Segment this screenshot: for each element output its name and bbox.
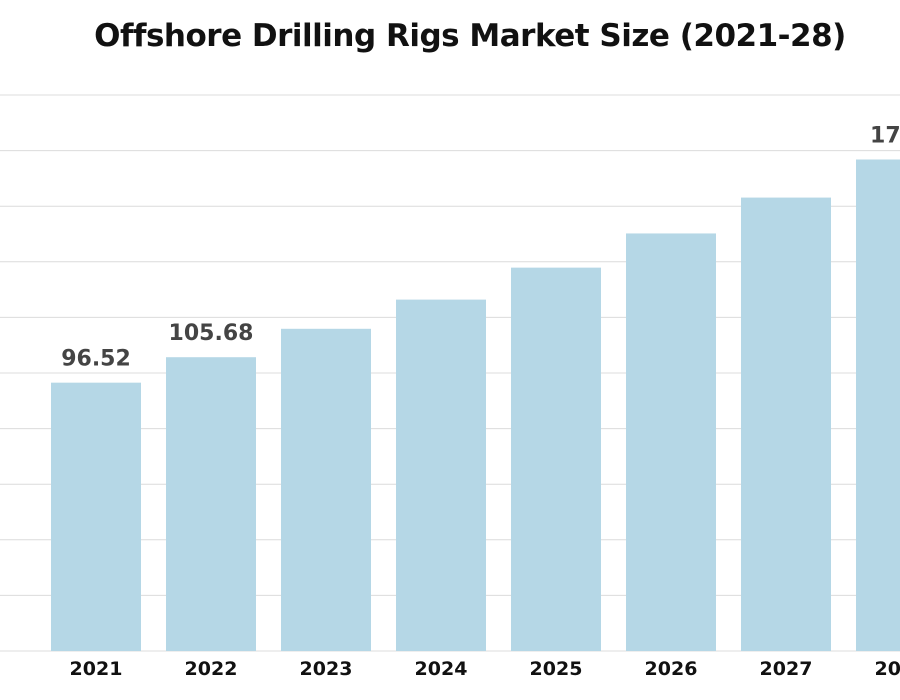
x-tick-label: 2024	[415, 658, 468, 680]
chart-title: Offshore Drilling Rigs Market Size (2021…	[94, 18, 846, 54]
bar-2025	[511, 267, 601, 651]
x-tick-label: 2028	[875, 658, 900, 680]
data-label: 105.68	[169, 321, 254, 346]
bar-2028	[856, 159, 900, 651]
data-label: 96.52	[61, 347, 131, 372]
x-tick-label: 2026	[645, 658, 698, 680]
bar-2027	[741, 197, 831, 651]
bar-2024	[396, 299, 486, 651]
bar-2023	[281, 328, 371, 651]
bar-2021	[51, 382, 141, 651]
x-tick-label: 2022	[185, 658, 238, 680]
x-tick-label: 2023	[300, 658, 353, 680]
bar-2022	[166, 357, 256, 651]
data-label: 176	[870, 123, 900, 148]
bar-2026	[626, 233, 716, 651]
x-tick-label: 2025	[530, 658, 583, 680]
x-tick-label: 2027	[760, 658, 813, 680]
x-tick-label: 2021	[70, 658, 123, 680]
